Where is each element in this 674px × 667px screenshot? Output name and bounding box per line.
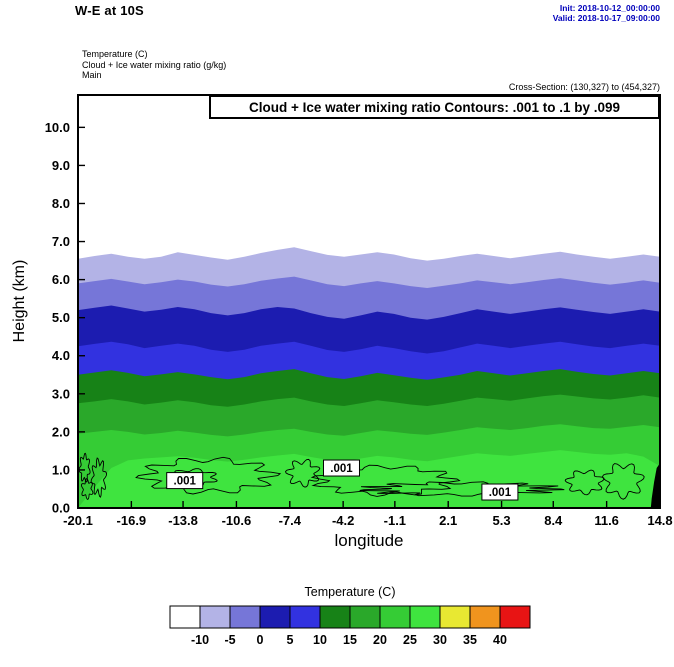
x-tick-label: -4.2 xyxy=(332,513,354,528)
cloud-contour-9 xyxy=(601,463,645,500)
legend-title: Temperature (C) xyxy=(304,585,396,599)
y-tick-label: 5.0 xyxy=(52,310,70,325)
init-time: Init: 2018-10-12_00:00:00 xyxy=(559,3,660,13)
legend-swatch-11 xyxy=(499,605,531,629)
legend-swatch-3 xyxy=(259,605,291,629)
model-times: Init: 2018-10-12_00:00:00 Valid: 2018-10… xyxy=(553,3,660,23)
page-title: W-E at 10S xyxy=(75,3,144,18)
y-tick-label: 8.0 xyxy=(52,196,70,211)
legend-tick-label: 15 xyxy=(343,633,357,647)
contour-label-box-1 xyxy=(322,459,360,477)
y-tick-label: 4.0 xyxy=(52,348,70,363)
y-tick-label: 7.0 xyxy=(52,234,70,249)
field-list: Temperature (C) Cloud + Ice water mixing… xyxy=(82,49,226,81)
legend-tick-label: -5 xyxy=(224,633,235,647)
legend-tick-label: 30 xyxy=(433,633,447,647)
legend-swatch-7 xyxy=(379,605,411,629)
x-tick-label: -7.4 xyxy=(279,513,302,528)
y-tick-label: 10.0 xyxy=(45,120,70,135)
legend-swatch-2 xyxy=(229,605,261,629)
x-tick-label: 8.4 xyxy=(544,513,563,528)
legend-tick-label: 10 xyxy=(313,633,327,647)
legend-swatch-10 xyxy=(469,605,501,629)
contour-label-box-0 xyxy=(166,472,204,490)
x-axis-label: longitude xyxy=(334,531,404,550)
legend-tick-label: -10 xyxy=(191,633,209,647)
legend-swatch-0 xyxy=(169,605,201,629)
contour-info-box: Cloud + Ice water mixing ratio Contours:… xyxy=(209,95,660,119)
x-tick-label: -1.1 xyxy=(384,513,406,528)
x-tick-label: 14.8 xyxy=(647,513,672,528)
legend-tick-label: 35 xyxy=(463,633,477,647)
legend-tick-label: 25 xyxy=(403,633,417,647)
contour-label-0: .001 xyxy=(174,476,197,488)
x-tick-label: -10.6 xyxy=(222,513,252,528)
y-tick-label: 3.0 xyxy=(52,386,70,401)
legend-swatch-1 xyxy=(199,605,231,629)
y-tick-label: 6.0 xyxy=(52,272,70,287)
field-cloud-ice: Cloud + Ice water mixing ratio (g/kg) xyxy=(82,59,227,70)
legend-swatch-9 xyxy=(439,605,471,629)
temp-band-below-25C xyxy=(78,450,660,508)
legend-swatch-5 xyxy=(319,605,351,629)
cloud-contour-1 xyxy=(81,478,94,500)
terrain-profile xyxy=(650,463,660,508)
contour-label-1: .001 xyxy=(330,463,353,475)
contour-label-2: .001 xyxy=(489,487,512,499)
x-tick-label: 2.1 xyxy=(439,513,457,528)
cloud-contour-2 xyxy=(90,457,108,498)
x-tick-label: 5.3 xyxy=(493,513,511,528)
legend-tick-label: 0 xyxy=(257,633,264,647)
contour-label-box-2 xyxy=(481,483,519,501)
y-tick-label: 0.0 xyxy=(52,501,70,516)
y-tick-label: 1.0 xyxy=(52,462,70,477)
y-axis-label: Height (km) xyxy=(11,259,28,343)
valid-time: Valid: 2018-10-17_09:00:00 xyxy=(552,13,660,23)
legend-tick-label: 5 xyxy=(287,633,294,647)
cross-section-coords: Cross-Section: (130,327) to (454,327) xyxy=(508,82,660,92)
field-domain: Main xyxy=(82,70,102,80)
field-temperature: Temperature (C) xyxy=(82,49,148,59)
legend-tick-label: 20 xyxy=(373,633,387,647)
x-tick-label: 11.6 xyxy=(594,513,619,528)
y-tick-label: 9.0 xyxy=(52,158,70,173)
cloud-contour-5 xyxy=(284,458,321,488)
legend-tick-label: 40 xyxy=(493,633,507,647)
legend-swatch-8 xyxy=(409,605,441,629)
x-tick-label: -20.1 xyxy=(63,513,93,528)
cloud-contour-3 xyxy=(135,456,282,495)
legend-swatch-6 xyxy=(349,605,381,629)
x-tick-label: -13.8 xyxy=(168,513,198,528)
legend-swatch-4 xyxy=(289,605,321,629)
cloud-contour-6 xyxy=(310,464,461,497)
x-tick-label: -16.9 xyxy=(117,513,147,528)
y-tick-label: 2.0 xyxy=(52,424,70,439)
cloud-contour-8 xyxy=(564,469,605,496)
